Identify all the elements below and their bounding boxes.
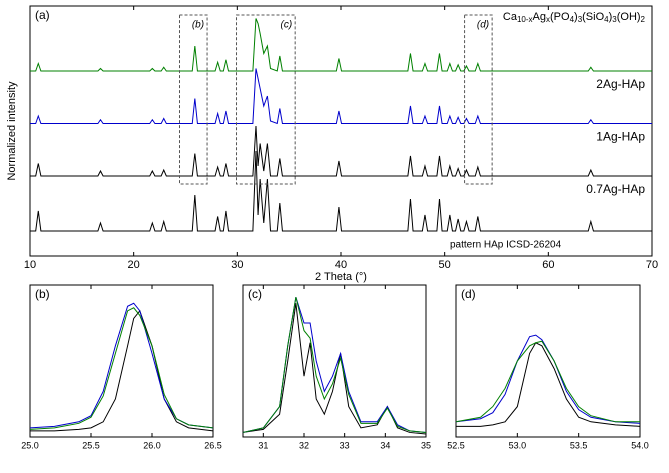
- spectrum-line: [242, 303, 427, 435]
- formula-annotation: Ca10-xAgx(PO4)3(SiO4)3(OH)2: [503, 11, 646, 24]
- formula-part: ): [609, 11, 613, 23]
- spectrum-line: [30, 125, 652, 177]
- x-tick-label: 40: [335, 259, 347, 271]
- zoom-box-label: (b): [192, 20, 204, 31]
- formula-part: (PO: [550, 11, 570, 23]
- x-tick-label: 26.0: [143, 440, 161, 450]
- x-tick-label: 53.0: [509, 440, 527, 450]
- plot-frame: [242, 284, 427, 438]
- spectrum-line: [30, 150, 652, 232]
- zoom-box-label: (d): [477, 20, 489, 31]
- x-tick-label: 10: [24, 259, 36, 271]
- formula-part: 4: [604, 15, 609, 24]
- formula-part: 4: [570, 15, 575, 24]
- x-tick-label: 60: [542, 259, 554, 271]
- spectrum-line: [455, 334, 641, 424]
- x-tick-label: 33: [340, 440, 350, 450]
- formula-part: ): [574, 11, 578, 23]
- series-label: 1Ag-HAp: [596, 130, 645, 144]
- formula-part: 3: [612, 15, 617, 24]
- panel-label: (d): [461, 287, 476, 301]
- formula-part: Ca: [503, 11, 518, 23]
- x-tick-label: 53.5: [570, 440, 588, 450]
- x-tick-label: 70: [646, 259, 658, 271]
- plot-frame: [455, 284, 641, 438]
- x-tick-label: 31: [258, 440, 268, 450]
- x-tick-label: 52.5: [447, 440, 465, 450]
- spectrum-line: [29, 307, 214, 430]
- x-tick-label: 50: [439, 259, 451, 271]
- x-tick-label: 35: [421, 440, 431, 450]
- x-axis-label: 2 Theta (°): [315, 271, 367, 283]
- zoom-box: [464, 14, 493, 185]
- spectrum-line: [30, 309, 214, 432]
- spectrum-line: [456, 342, 641, 427]
- panel-label: (b): [35, 287, 50, 301]
- spectrum-line: [242, 297, 427, 433]
- formula-part: x: [546, 15, 550, 24]
- y-axis-label: Normalized intensity: [6, 81, 18, 181]
- x-tick-label: 30: [231, 259, 243, 271]
- formula-part: Ag: [533, 11, 546, 23]
- x-tick-label: 32: [299, 440, 309, 450]
- x-tick-label: 26.5: [204, 440, 222, 450]
- formula-part: 10-x: [517, 15, 533, 24]
- x-tick-label: 20: [128, 259, 140, 271]
- panel-label: (a): [35, 8, 50, 22]
- panel-label: (c): [248, 287, 262, 301]
- formula-part: 2: [641, 15, 646, 24]
- spectrum-line: [29, 302, 214, 429]
- plot-frame: [29, 5, 653, 257]
- formula-part: (OH): [617, 11, 641, 23]
- x-tick-label: 54.0: [631, 440, 649, 450]
- spectrum-line: [455, 340, 640, 423]
- spectrum-line: [30, 18, 652, 72]
- x-tick-label: 25.5: [82, 440, 100, 450]
- zoom-box: [236, 14, 296, 185]
- series-label: 2Ag-HAp: [596, 77, 645, 91]
- formula-part: (SiO: [582, 11, 604, 23]
- plot-frame: [29, 284, 214, 438]
- series-label: 0.7Ag-HAp: [586, 182, 645, 196]
- formula-part: 3: [578, 15, 583, 24]
- spectrum-line: [30, 68, 652, 125]
- x-tick-label: 34: [380, 440, 390, 450]
- spectrum-line: [242, 297, 427, 433]
- series-label: pattern HAp ICSD-26204: [450, 240, 562, 251]
- x-tick-label: 25.0: [21, 440, 39, 450]
- zoom-box: [179, 14, 208, 185]
- zoom-box-label: (c): [280, 20, 292, 31]
